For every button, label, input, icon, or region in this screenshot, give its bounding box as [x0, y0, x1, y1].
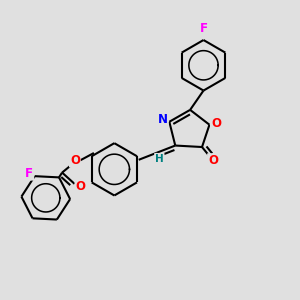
Text: O: O [211, 117, 221, 130]
Text: O: O [76, 180, 85, 194]
Text: F: F [25, 167, 33, 180]
Text: O: O [208, 154, 218, 167]
Text: N: N [158, 113, 168, 126]
Text: F: F [200, 22, 208, 35]
Text: O: O [70, 154, 80, 166]
Text: H: H [155, 154, 164, 164]
